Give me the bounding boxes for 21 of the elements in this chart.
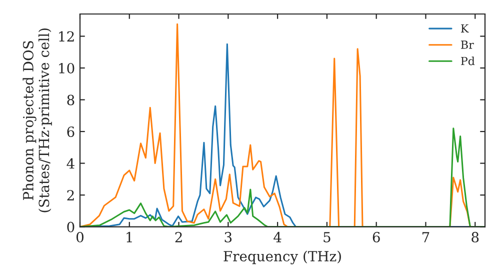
y-tick-label: 2 <box>67 190 74 200</box>
x-tick-label: 4 <box>274 232 282 242</box>
x-tick-label: 7 <box>422 232 430 242</box>
y-axis-title: Phonon projected DOS (States/THz·primitive cell) <box>22 28 52 212</box>
legend-label: K <box>461 24 469 32</box>
y-tick-label: 6 <box>67 126 74 137</box>
y-tick-label: 12 <box>59 31 74 42</box>
y-tick-label: 4 <box>66 158 74 169</box>
y-tick-label: 8 <box>67 94 74 106</box>
legend-label: Pd <box>461 56 475 66</box>
x-tick-label: 1 <box>126 232 132 242</box>
x-axis-title: Frequency (THz) <box>224 250 341 264</box>
y-tick-label: 10 <box>59 62 74 74</box>
y-tick-label: 0 <box>67 222 74 232</box>
x-tick-label: 5 <box>324 232 330 242</box>
x-tick-label: 2 <box>175 232 182 242</box>
legend-label: Br <box>461 40 474 49</box>
x-tick-label: 0 <box>76 232 84 242</box>
x-tick-label: 3 <box>224 232 232 242</box>
x-tick-label: 8 <box>472 232 479 242</box>
x-tick-label: 6 <box>372 232 380 242</box>
